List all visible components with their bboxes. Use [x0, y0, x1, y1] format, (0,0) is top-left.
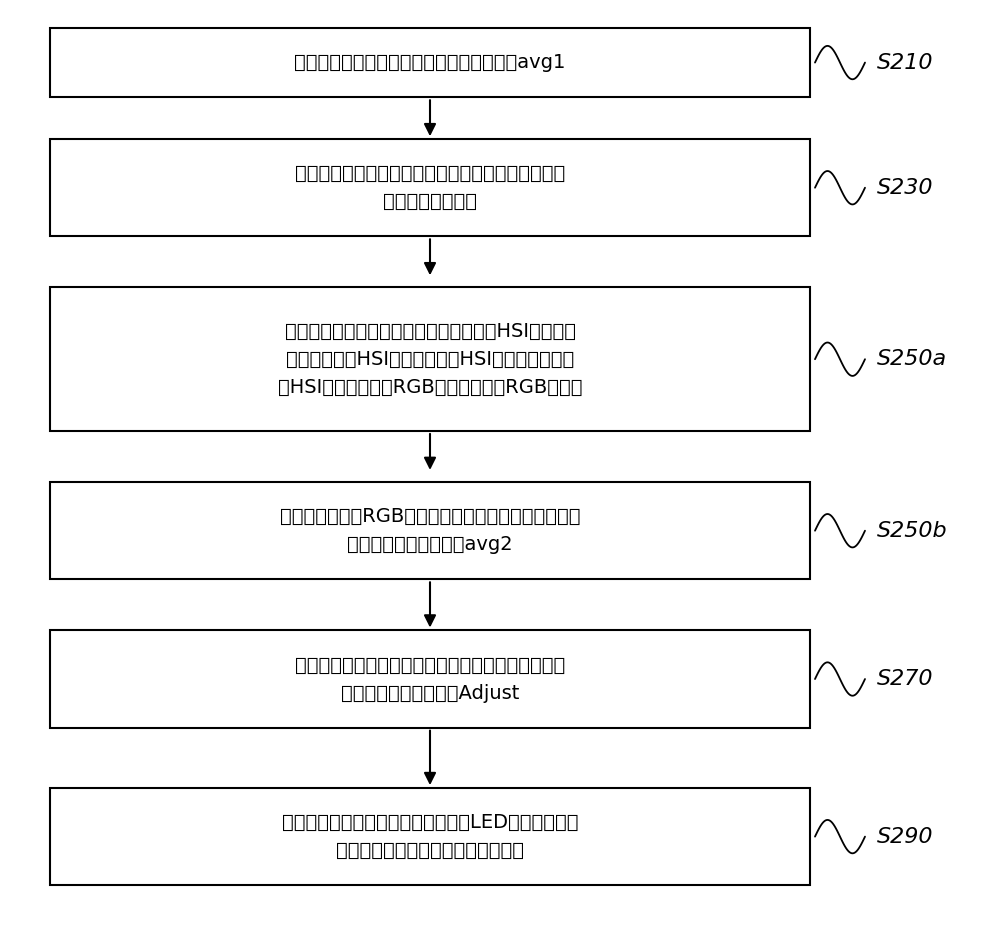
Text: 利用初始亮色度校正系数均值和修正后亮色度校正系
数均值计算出调节矩阵Adjust: 利用初始亮色度校正系数均值和修正后亮色度校正系 数均值计算出调节矩阵Adjust [295, 655, 565, 703]
Text: S290: S290 [877, 827, 934, 846]
Text: S230: S230 [877, 178, 934, 197]
FancyBboxPatch shape [50, 139, 810, 236]
Text: S250a: S250a [877, 349, 947, 369]
Text: 响应因对待校正区域显示的校正画面进行HSI分量调节
操作而输入的HSI颜色模型中的HSI分量值，将输入
的HSI分量值转换成RGB颜色模型中的RGB分量值: 响应因对待校正区域显示的校正画面进行HSI分量调节 操作而输入的HSI颜色模型中… [278, 322, 582, 397]
Text: S250b: S250b [877, 521, 948, 540]
Text: 根据转换得到的RGB分量值计算得到待校正区域的修正
后亮色度校正系数均值avg2: 根据转换得到的RGB分量值计算得到待校正区域的修正 后亮色度校正系数均值avg2 [280, 507, 580, 554]
Text: 控制待校正区域和观察参考区域显示相同颜色的校正
画面以供人眼观察: 控制待校正区域和观察参考区域显示相同颜色的校正 画面以供人眼观察 [295, 164, 565, 211]
FancyBboxPatch shape [50, 482, 810, 579]
FancyBboxPatch shape [50, 630, 810, 728]
Text: S210: S210 [877, 53, 934, 72]
Text: S270: S270 [877, 669, 934, 689]
Text: 计算待校正区域的初始亮色度校正系数均值avg1: 计算待校正区域的初始亮色度校正系数均值avg1 [294, 53, 566, 72]
Text: 将调节矩阵作用于待校正区域的多个LED像素点而得到
待校正区域的修正后亮色度校正系数: 将调节矩阵作用于待校正区域的多个LED像素点而得到 待校正区域的修正后亮色度校正… [282, 813, 578, 860]
FancyBboxPatch shape [50, 788, 810, 885]
FancyBboxPatch shape [50, 28, 810, 97]
FancyBboxPatch shape [50, 287, 810, 431]
